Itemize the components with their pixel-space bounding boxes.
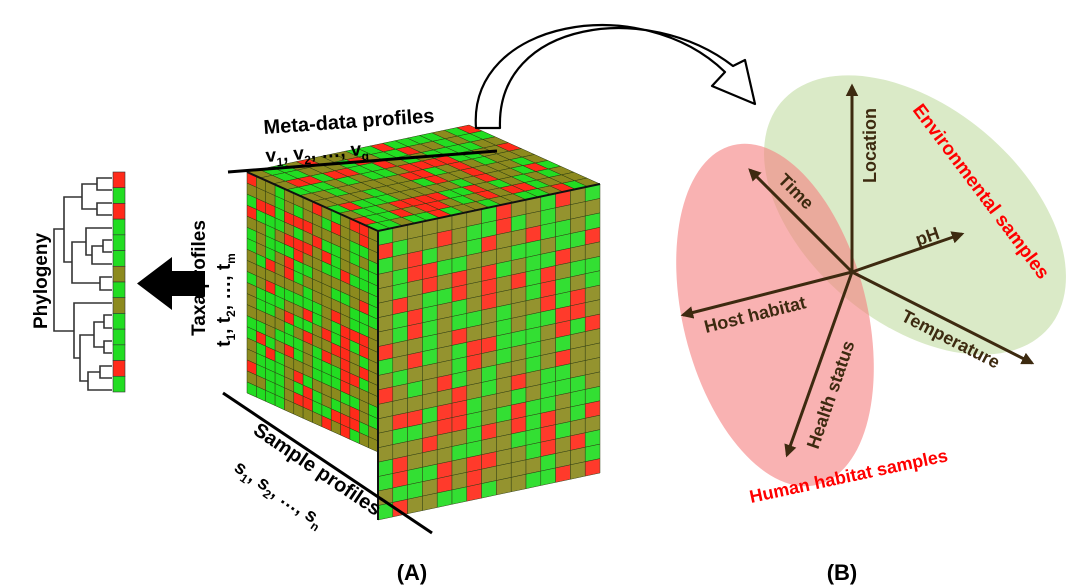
host-habitat-axis [680, 270, 853, 319]
phylogeny-arrow [137, 257, 205, 310]
phylogeny-strip-cell [112, 328, 126, 346]
panel-a: Phylogeny Taxa profiles [31, 105, 601, 585]
phylogeny-strip-cell [112, 203, 126, 220]
panel-b: Location Time pH Host habitat Temperatur… [676, 75, 1066, 585]
taxa-profiles-title: Taxa profiles [189, 220, 210, 336]
ph-axis [851, 231, 965, 274]
time-axis [748, 168, 854, 274]
cube-cell [422, 492, 438, 511]
phylogeny-strip-cell [112, 171, 126, 189]
phylogeny-strip-cell [112, 234, 126, 251]
phylogeny-strip-cell [112, 313, 126, 330]
phylogeny-strip-cell [112, 360, 126, 377]
cube-cell [525, 470, 542, 490]
metadata-axis-line [227, 149, 498, 174]
metadata-profiles-title: Meta-data profiles [263, 105, 435, 139]
sample-axis-line [222, 391, 433, 535]
cube-cell [496, 477, 512, 496]
cube-edge [246, 171, 379, 232]
human-habitat-samples-ellipse [676, 143, 874, 487]
phylogenetic-tree [53, 177, 112, 391]
axes-group [680, 83, 1035, 458]
phylogeny-strip-cell [112, 265, 126, 283]
cube-cell [451, 486, 468, 505]
metadata-index-list: v1, v2, …, vq [265, 139, 370, 170]
cube-cell [481, 480, 497, 499]
phylogeny-strip-cell [112, 344, 126, 361]
phylogeny-strip-cell [112, 250, 126, 267]
cube-cell [540, 467, 556, 486]
panel-b-caption: (B) [827, 560, 858, 585]
phylogeny-label: Phylogeny [31, 233, 52, 330]
sample-index-list: s1, s2, …, sn [229, 457, 328, 535]
location-axis-label: Location [860, 108, 880, 183]
transition-curved-arrow [474, 24, 757, 130]
phylogeny-strip-cell [112, 297, 126, 314]
cube-cell [510, 473, 527, 493]
cube-cell [584, 458, 601, 477]
phylogeny-color-strip [112, 171, 126, 393]
health-status-axis [784, 271, 854, 458]
cube-cell [407, 495, 423, 515]
phylogeny-strip-cell [112, 375, 126, 393]
phylogeny-strip-cell [112, 218, 126, 236]
phylogeny-strip-cell [112, 187, 126, 204]
panel-a-caption: (A) [397, 560, 428, 585]
cube-cell [466, 483, 482, 502]
phylogeny-strip-cell [112, 281, 126, 299]
cube-cell [555, 464, 571, 483]
cube-cell [436, 489, 453, 508]
cube-cell [570, 461, 586, 480]
cube-edge [377, 183, 601, 232]
taxa-index-list: t1, t2, …, tm [214, 253, 238, 347]
temperature-axis [851, 270, 1035, 365]
cube-side-face-samples [246, 171, 601, 521]
